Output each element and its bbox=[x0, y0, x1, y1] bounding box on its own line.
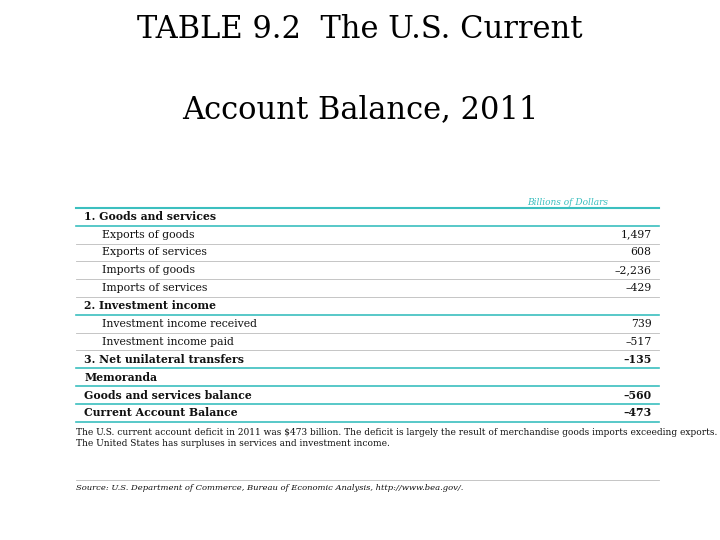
Text: –429: –429 bbox=[626, 283, 652, 293]
Text: Source: U.S. Department of Commerce, Bureau of Economic Analysis, http://www.bea: Source: U.S. Department of Commerce, Bur… bbox=[76, 484, 463, 492]
Text: 608: 608 bbox=[631, 247, 652, 258]
Text: Memoranda: Memoranda bbox=[84, 372, 157, 383]
Text: Imports of goods: Imports of goods bbox=[102, 265, 195, 275]
Text: 2. Investment income: 2. Investment income bbox=[84, 300, 216, 312]
Text: –560: –560 bbox=[624, 389, 652, 401]
Text: 3. Net unilateral transfers: 3. Net unilateral transfers bbox=[84, 354, 244, 365]
Text: –135: –135 bbox=[624, 354, 652, 365]
Text: Imports of services: Imports of services bbox=[102, 283, 207, 293]
Text: Current Account Balance: Current Account Balance bbox=[84, 407, 238, 419]
Text: Exports of goods: Exports of goods bbox=[102, 230, 194, 240]
Text: –2,236: –2,236 bbox=[615, 265, 652, 275]
Text: –517: –517 bbox=[626, 336, 652, 347]
Text: 1,497: 1,497 bbox=[621, 230, 652, 240]
Text: The U.S. current account deficit in 2011 was $473 billion. The deficit is largel: The U.S. current account deficit in 2011… bbox=[76, 428, 717, 448]
Text: TABLE 9.2  The U.S. Current: TABLE 9.2 The U.S. Current bbox=[138, 14, 582, 44]
Text: Investment income received: Investment income received bbox=[102, 319, 257, 329]
Text: Investment income paid: Investment income paid bbox=[102, 336, 234, 347]
Text: Goods and services balance: Goods and services balance bbox=[84, 389, 252, 401]
Text: 739: 739 bbox=[631, 319, 652, 329]
Text: Account Balance, 2011: Account Balance, 2011 bbox=[182, 94, 538, 125]
Text: Exports of services: Exports of services bbox=[102, 247, 207, 258]
Text: Billions of Dollars: Billions of Dollars bbox=[527, 198, 608, 207]
Text: –473: –473 bbox=[624, 407, 652, 419]
Text: 1. Goods and services: 1. Goods and services bbox=[84, 211, 217, 222]
